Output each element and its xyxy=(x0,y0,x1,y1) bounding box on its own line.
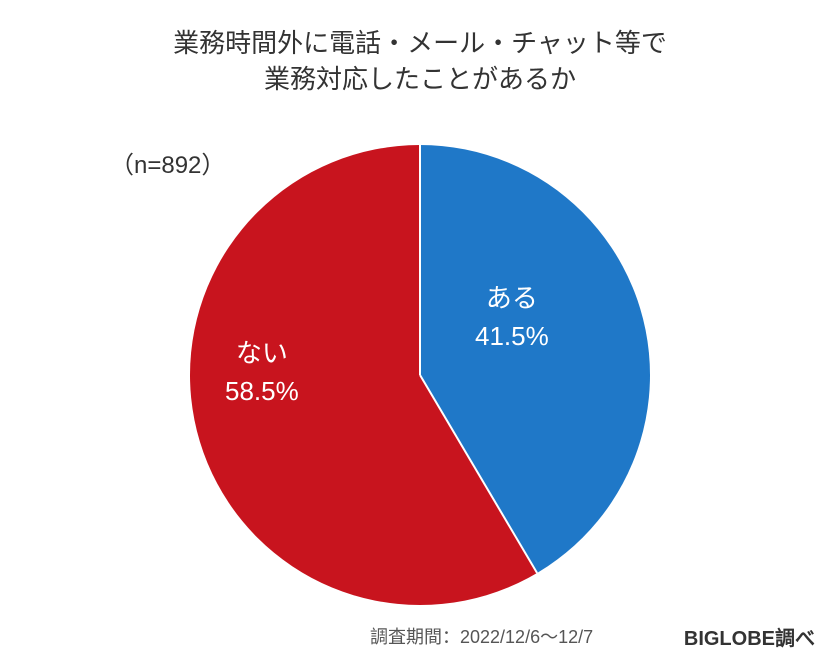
chart-container: 業務時間外に電話・メール・チャット等で 業務対応したことがあるか （n=892）… xyxy=(0,0,840,671)
title-line-2: 業務対応したことがあるか xyxy=(264,64,576,94)
slice-name-no: ない xyxy=(236,338,288,368)
slice-pct-yes: 41.5% xyxy=(475,321,549,351)
slice-label-no: ない 58.5% xyxy=(225,335,299,410)
survey-period: 調査期間：2022/12/6～12/7 xyxy=(370,623,593,649)
title-line-1: 業務時間外に電話・メール・チャット等で xyxy=(173,28,667,58)
slice-label-yes: ある 41.5% xyxy=(475,280,549,355)
chart-title: 業務時間外に電話・メール・チャット等で 業務対応したことがあるか xyxy=(0,25,840,98)
survey-source: BIGLOBE調べ xyxy=(684,622,815,651)
slice-name-yes: ある xyxy=(486,283,538,313)
slice-pct-no: 58.5% xyxy=(225,376,299,406)
pie-separator xyxy=(419,145,421,375)
